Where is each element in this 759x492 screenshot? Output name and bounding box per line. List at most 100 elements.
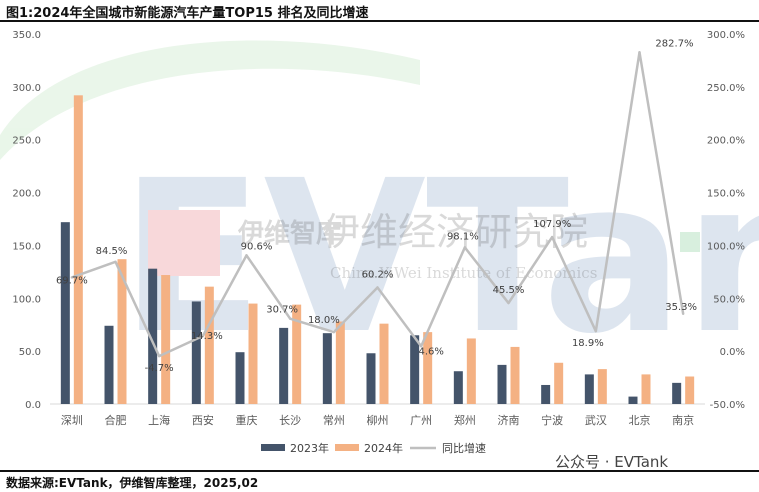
y-left-tick-label: 200.0 xyxy=(12,189,41,200)
x-category-label: 柳州 xyxy=(367,413,389,427)
watermark-logo-text: EVTank xyxy=(120,135,759,380)
growth-line xyxy=(70,51,685,358)
growth-data-label: -4.7% xyxy=(145,363,174,374)
bar-2024 xyxy=(204,286,214,404)
bar-2023 xyxy=(235,352,245,404)
legend-label-growth: 同比增速 xyxy=(442,441,486,455)
growth-data-label: 84.5% xyxy=(96,246,128,257)
legend-swatch-2023 xyxy=(261,444,285,451)
y-right-tick-label: -50.0% xyxy=(710,400,745,411)
growth-data-label: 107.9% xyxy=(533,219,571,230)
bar-2023 xyxy=(322,333,332,404)
y-left-tick-label: 0.0 xyxy=(25,400,41,411)
bar-2024 xyxy=(379,323,389,404)
legend-label-2024: 2024年 xyxy=(364,441,403,455)
growth-point xyxy=(114,260,117,264)
y-left-tick-label: 100.0 xyxy=(12,294,41,305)
legend: 2023年 2024年 同比增速 xyxy=(261,441,486,455)
x-category-label: 长沙 xyxy=(279,414,301,427)
growth-data-label: 14.3% xyxy=(191,331,223,342)
bar-2024 xyxy=(248,303,258,404)
growth-data-label: 90.6% xyxy=(241,241,273,252)
x-category-label: 济南 xyxy=(498,413,520,427)
bar-2023 xyxy=(672,382,682,404)
axes: 0.0 50.0 100.0 150.0 200.0 250.0 300.0 350.0 -50… xyxy=(12,30,745,427)
growth-point xyxy=(288,317,292,320)
growth-point xyxy=(332,330,336,334)
bar-2023 xyxy=(410,335,420,404)
growth-data-label: 4.6% xyxy=(418,346,443,357)
bar-2024 xyxy=(597,369,607,404)
x-category-label: 西安 xyxy=(192,413,214,427)
x-category-label: 深圳 xyxy=(61,414,83,427)
y-right-tick-label: 250.0% xyxy=(707,83,745,94)
watermark-arc xyxy=(0,40,420,160)
growth-point xyxy=(638,51,641,54)
bar-2024 xyxy=(335,321,345,404)
growth-data-label: 18.0% xyxy=(308,315,340,326)
growth-point xyxy=(507,301,510,305)
bar-2023 xyxy=(191,301,201,404)
bar-2024 xyxy=(641,374,651,404)
bar-2023 xyxy=(60,222,70,404)
data-labels: 69.7% 84.5% -4.7% 14.3% 90.6% 30.7% 18.0% 60.2%… xyxy=(56,38,697,374)
x-category-label: 广州 xyxy=(410,414,432,427)
growth-data-label: 30.7% xyxy=(266,305,298,316)
watermark-green-block xyxy=(680,232,700,252)
watermark: EVTank xyxy=(0,40,759,380)
growth-data-label: 282.7% xyxy=(655,38,693,49)
bar-2023 xyxy=(453,371,463,404)
x-category-label: 合肥 xyxy=(105,413,127,427)
x-category-label: 南京 xyxy=(672,413,694,427)
title-rule xyxy=(0,20,759,22)
y-left-tick-label: 50.0 xyxy=(19,347,41,358)
bars xyxy=(60,95,695,405)
y-left-tick-label: 250.0 xyxy=(12,136,41,147)
y-left-tick-label: 300.0 xyxy=(12,83,41,94)
growth-point xyxy=(419,345,423,348)
growth-point xyxy=(70,276,74,279)
bar-2024 xyxy=(73,95,83,405)
bar-2023 xyxy=(148,268,158,404)
growth-point xyxy=(463,246,467,249)
bar-2024 xyxy=(161,275,171,404)
bar-2024 xyxy=(423,332,433,404)
growth-data-label: 60.2% xyxy=(362,270,394,281)
x-category-label: 重庆 xyxy=(236,413,258,427)
watermark-cn: 伊维经济研究院 xyxy=(322,210,588,254)
source-rule xyxy=(0,470,759,472)
source-note: 数据来源:EVTank，伊维智库整理，2025,02 xyxy=(6,476,259,490)
x-category-label: 常州 xyxy=(323,414,345,427)
growth-point xyxy=(550,235,554,239)
growth-point xyxy=(201,334,205,338)
y-right-tick-label: 0.0% xyxy=(720,347,745,358)
bar-2024 xyxy=(292,304,302,404)
bar-2023 xyxy=(541,384,551,404)
x-category-label: 宁波 xyxy=(541,413,563,427)
x-category-label: 郑州 xyxy=(454,413,476,427)
watermark-red-block xyxy=(148,210,220,276)
legend-label-2023: 2023年 xyxy=(290,441,329,455)
y-right-tick-label: 300.0% xyxy=(707,30,745,41)
bar-2023 xyxy=(279,327,289,404)
bar-2023 xyxy=(584,374,594,404)
growth-data-label: 69.7% xyxy=(56,275,88,286)
y-right-tick-label: 50.0% xyxy=(713,294,745,305)
bar-2024 xyxy=(510,346,520,404)
growth-data-label: 45.5% xyxy=(493,285,525,296)
growth-point xyxy=(157,354,161,358)
bar-2023 xyxy=(628,396,638,404)
growth-data-label: 18.9% xyxy=(572,338,604,349)
y-left-tick-label: 150.0 xyxy=(12,241,41,252)
y-left-tick-label: 350.0 xyxy=(12,30,41,41)
growth-point xyxy=(245,254,248,257)
growth-point xyxy=(681,312,685,316)
bar-2023 xyxy=(366,353,376,404)
x-category-label: 北京 xyxy=(629,413,651,427)
y-right-tick-label: 100.0% xyxy=(707,241,745,252)
chart-title: 图1:2024年全国城市新能源汽车产量TOP15 排名及同比增速 xyxy=(6,6,369,21)
bar-2024 xyxy=(117,259,127,404)
x-category-label: 上海 xyxy=(148,413,170,427)
growth-data-label: 98.1% xyxy=(447,231,479,242)
